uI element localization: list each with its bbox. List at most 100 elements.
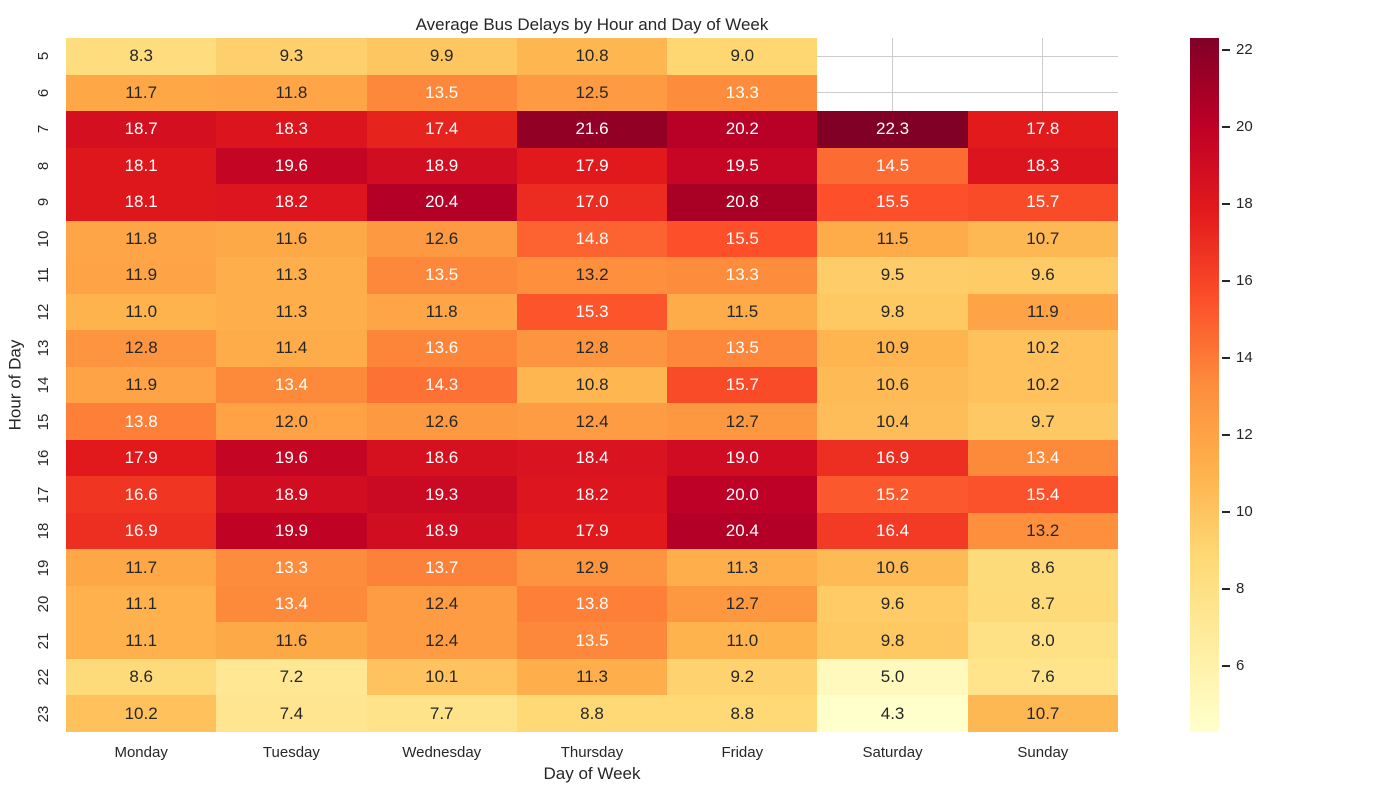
heatmap-cell: 16.9 (817, 439, 968, 477)
heatmap-cell: 19.5 (667, 147, 818, 185)
heatmap-cell: 18.6 (366, 439, 517, 477)
heatmap-cell: 13.2 (516, 257, 668, 294)
y-axis-title: Hour of Day (4, 38, 26, 732)
heatmap-cell: 9.8 (817, 622, 968, 659)
heatmap-cell: 11.3 (216, 293, 367, 331)
heatmap-cell: 18.9 (366, 512, 517, 550)
heatmap-cell: 20.0 (667, 476, 818, 513)
heatmap-cell: 8.6 (967, 549, 1118, 586)
heatmap-cell: 16.4 (817, 512, 968, 550)
heatmap-cell: 9.8 (817, 293, 968, 331)
heatmap-cell: 9.6 (817, 585, 968, 623)
colorbar-tick-label: 14 (1236, 349, 1253, 366)
heatmap-cell: 10.7 (967, 220, 1118, 258)
heatmap-cell: 13.3 (216, 549, 367, 586)
heatmap-cell: 8.8 (667, 695, 818, 732)
y-tick-label: 11 (35, 267, 52, 284)
x-tick-label: Saturday (862, 744, 923, 761)
y-tick-label: 19 (35, 559, 52, 576)
x-axis-tick-labels: Monday Tuesday Wednesday Thursday Friday Satu… (66, 744, 1118, 761)
heatmap-cell: 12.0 (216, 403, 367, 440)
heatmap-cell (968, 75, 1118, 112)
y-tick-label: 18 (35, 522, 52, 540)
heatmap-cell: 22.3 (817, 111, 968, 148)
heatmap-cell: 13.4 (967, 439, 1118, 477)
heatmap-cell: 12.8 (66, 330, 217, 367)
heatmap-cell: 13.8 (66, 403, 217, 440)
heatmap-cell: 18.1 (66, 147, 217, 185)
heatmap-cell: 18.2 (516, 476, 668, 513)
heatmap-cell: 11.7 (66, 549, 217, 586)
heatmap-cell: 10.4 (817, 403, 968, 440)
heatmap-cell: 13.8 (516, 585, 668, 623)
x-tick-label: Wednesday (402, 744, 482, 761)
heatmap-cell: 11.0 (66, 293, 217, 331)
heatmap-cell: 11.8 (366, 293, 517, 331)
heatmap-plot-area: 8.3 9.3 9.9 10.8 9.0 11.7 11.8 13.5 12.5 13.3 18.7… (66, 38, 1118, 732)
heatmap-cell: 18.1 (66, 184, 217, 221)
colorbar-tick-mark (1222, 357, 1230, 359)
heatmap-cell: 14.8 (516, 220, 668, 258)
colorbar-tick-mark (1222, 279, 1230, 282)
heatmap-cell: 15.5 (817, 184, 968, 221)
heatmap-cell: 11.5 (667, 293, 818, 331)
heatmap-cell: 7.4 (216, 695, 367, 732)
heatmap-cell: 8.6 (66, 658, 217, 696)
heatmap-cells: 8.3 9.3 9.9 10.8 9.0 11.7 11.8 13.5 12.5 13.3 18.7… (66, 38, 1118, 732)
heatmap-cell: 10.2 (967, 366, 1118, 404)
colorbar-tick-mark (1222, 202, 1230, 205)
y-tick-label: 12 (35, 303, 52, 321)
x-tick-label: Thursday (560, 744, 624, 761)
x-axis-title: Day of Week (543, 764, 641, 783)
heatmap-cell: 12.4 (516, 403, 668, 440)
heatmap-cell: 7.2 (216, 658, 367, 696)
heatmap-cell: 16.9 (66, 512, 217, 550)
colorbar-tick-label: 22 (1236, 40, 1253, 58)
heatmap-cell: 9.7 (967, 403, 1118, 440)
heatmap-cell: 11.4 (216, 330, 367, 367)
heatmap-cell: 18.9 (216, 476, 367, 513)
heatmap-cell: 10.8 (516, 366, 668, 404)
heatmap-cell: 13.5 (366, 257, 517, 294)
heatmap-cell: 19.0 (667, 439, 818, 477)
heatmap-cell: 9.0 (667, 38, 818, 75)
y-tick-label: 16 (35, 449, 52, 467)
heatmap-cell: 15.5 (667, 220, 818, 258)
heatmap-cell: 18.3 (967, 147, 1118, 185)
colorbar-tick-mark (1222, 511, 1230, 514)
heatmap-cell: 12.4 (366, 622, 517, 659)
y-tick-label: 21 (35, 632, 52, 650)
heatmap-cell: 10.6 (817, 366, 968, 404)
chart-title: Average Bus Delays by Hour and Day of We… (415, 15, 769, 34)
heatmap-cell: 18.7 (66, 111, 217, 148)
x-tick-label: Monday (114, 744, 168, 761)
heatmap-cell: 11.3 (516, 658, 668, 696)
y-tick-label: 6 (35, 88, 52, 97)
heatmap-cell: 12.6 (366, 403, 517, 440)
colorbar-tick-label: 10 (1236, 503, 1253, 521)
heatmap-cell: 19.6 (216, 439, 367, 477)
heatmap-cell: 8.0 (967, 622, 1118, 659)
colorbar-tick-label: 6 (1236, 657, 1245, 675)
colorbar-tick-mark (1222, 48, 1230, 51)
heatmap-cell: 17.9 (66, 439, 217, 477)
heatmap-cell (817, 75, 967, 112)
colorbar-tick-label: 18 (1236, 194, 1253, 212)
heatmap-cell: 11.3 (216, 257, 367, 294)
heatmap-cell: 10.9 (817, 330, 968, 367)
heatmap-cell: 12.5 (516, 74, 668, 112)
heatmap-cell: 10.6 (817, 549, 968, 586)
heatmap-cell: 13.4 (216, 585, 367, 623)
heatmap-cell: 13.5 (366, 74, 517, 112)
heatmap-cell: 13.4 (216, 366, 367, 404)
heatmap-cell: 19.6 (216, 147, 367, 185)
heatmap-cell: 18.9 (366, 147, 517, 185)
x-tick-label: Sunday (1017, 744, 1069, 761)
heatmap-cell: 11.1 (66, 622, 217, 659)
heatmap-cell: 11.9 (66, 366, 217, 404)
colorbar-tick-mark (1222, 125, 1230, 128)
heatmap-cell: 20.4 (667, 512, 818, 550)
colorbar (1190, 38, 1219, 732)
heatmap-cell: 19.9 (216, 512, 367, 550)
heatmap-cell: 18.3 (216, 111, 367, 148)
